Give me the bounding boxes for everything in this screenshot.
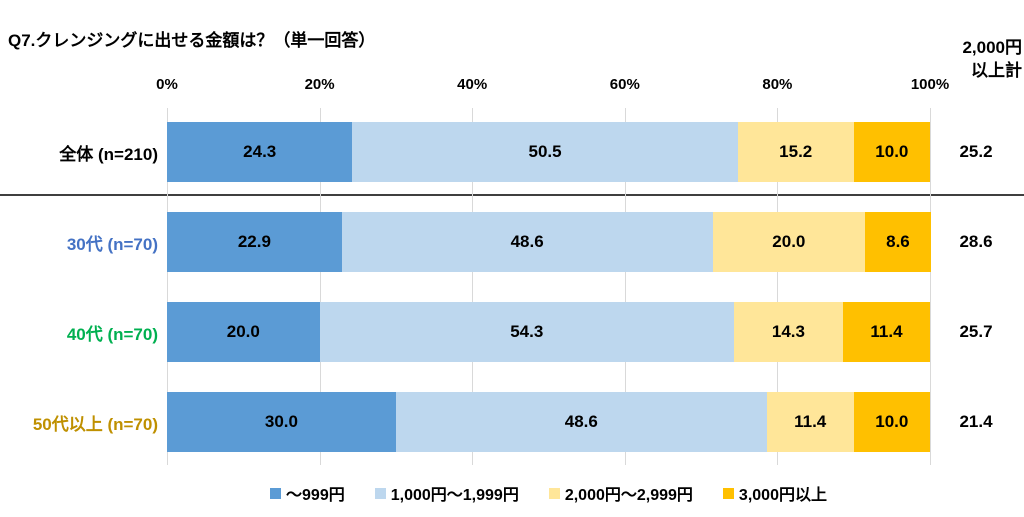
total-value: 28.6 — [959, 232, 993, 251]
bar-value: 11.4 — [794, 412, 827, 431]
bar-segment-series-0: 30.0 — [167, 392, 396, 452]
bar-segment-series-3: 8.6 — [865, 212, 931, 272]
chart-title: Q7.クレンジングに出せる金額は？（単一回答） — [8, 31, 376, 50]
bar-segment-series-1: 48.6 — [341, 212, 713, 272]
total-column-header-line2: 以上計 — [971, 61, 1022, 80]
bar-segment-series-0: 22.9 — [167, 212, 342, 272]
bar-value: 30.0 — [264, 412, 298, 431]
bar-segment-series-1: 54.3 — [319, 302, 734, 362]
legend-item: 3,000円以上 — [722, 481, 827, 505]
x-tick-label: 100% — [910, 76, 950, 93]
legend-swatch-icon — [270, 487, 282, 499]
gridline — [320, 108, 321, 465]
bar-value: 11.4 — [870, 322, 903, 341]
bar-value: 10.0 — [875, 142, 909, 161]
bar-segment-series-1: 50.5 — [352, 122, 738, 182]
legend-item: ～999円 — [270, 481, 345, 505]
bar-segment-series-2: 20.0 — [712, 212, 866, 272]
legend-swatch-icon — [374, 487, 386, 499]
row-label: 30代 (n=70) — [66, 234, 158, 254]
bar-segment-series-2: 11.4 — [766, 392, 854, 452]
bar-value: 48.6 — [510, 232, 544, 251]
x-tick-label: 60% — [609, 76, 640, 93]
bar-value: 48.6 — [564, 412, 598, 431]
total-value: 25.7 — [959, 322, 993, 341]
separator-line — [0, 194, 1024, 196]
legend-label: 2,000円～2,999円 — [564, 487, 693, 504]
bar-segment-series-3: 10.0 — [853, 392, 930, 452]
legend-item: 1,000円～1,999円 — [374, 481, 519, 505]
legend: ～999円 1,000円～1,999円 2,000円～2,999円 3,000円以上 — [167, 478, 930, 508]
bar-value: 8.6 — [886, 232, 910, 251]
legend-swatch-icon — [548, 487, 560, 499]
bar-value: 20.0 — [772, 232, 806, 251]
bar-segment-series-2: 14.3 — [733, 302, 843, 362]
gridline — [167, 108, 168, 465]
gridline — [930, 108, 931, 465]
bar-value: 15.2 — [779, 142, 813, 161]
bar-value: 50.5 — [528, 142, 562, 161]
bar-row: 24.3 50.5 15.2 10.0 — [167, 122, 930, 182]
bar-segment-series-0: 24.3 — [167, 122, 353, 182]
legend-item: 2,000円～2,999円 — [548, 481, 693, 505]
bar-row: 22.9 48.6 20.0 8.6 — [167, 212, 931, 272]
bar-value: 54.3 — [510, 322, 544, 341]
total-value: 25.2 — [959, 142, 993, 161]
row-label: 全体 (n=210) — [59, 144, 158, 164]
bar-segment-series-1: 48.6 — [395, 392, 767, 452]
legend-label: 3,000円以上 — [738, 487, 827, 504]
x-tick-label: 20% — [304, 76, 335, 93]
x-tick-label: 80% — [762, 76, 793, 93]
gridline — [777, 108, 778, 465]
gridline — [472, 108, 473, 465]
bar-segment-series-0: 20.0 — [167, 302, 320, 362]
bar-value: 10.0 — [875, 412, 909, 431]
bar-value: 14.3 — [771, 322, 805, 341]
x-tick-label: 40% — [457, 76, 488, 93]
bar-value: 20.0 — [226, 322, 260, 341]
row-label: 40代 (n=70) — [66, 324, 158, 344]
x-tick-label: 0% — [156, 76, 178, 93]
legend-swatch-icon — [722, 487, 734, 499]
bar-row: 30.0 48.6 11.4 10.0 — [167, 392, 930, 452]
total-value: 21.4 — [959, 412, 993, 431]
bar-value: 22.9 — [237, 232, 271, 251]
bar-segment-series-3: 11.4 — [842, 302, 930, 362]
bar-segment-series-3: 10.0 — [853, 122, 930, 182]
bar-value: 24.3 — [243, 142, 277, 161]
bar-row: 20.0 54.3 14.3 11.4 — [167, 302, 930, 362]
total-column-header: 2,000円 以上計 — [962, 36, 1022, 82]
row-label: 50代以上 (n=70) — [32, 414, 158, 434]
legend-label: 1,000円～1,999円 — [390, 487, 519, 504]
total-column-header-line1: 2,000円 — [962, 38, 1022, 57]
legend-label: ～999円 — [286, 487, 345, 504]
gridline — [625, 108, 626, 465]
bar-segment-series-2: 15.2 — [737, 122, 854, 182]
